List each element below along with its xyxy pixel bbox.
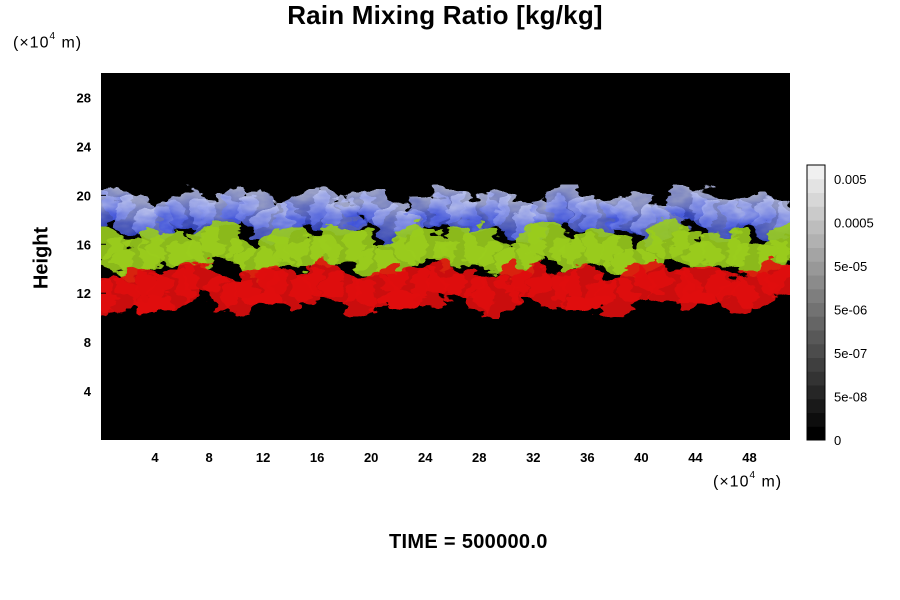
x-tick-label: 36: [580, 450, 594, 465]
colorbar-step: [807, 357, 825, 372]
x-tick-label: 24: [418, 450, 433, 465]
y-tick-label: 16: [77, 237, 91, 252]
y-tick-label: 20: [77, 188, 91, 203]
x-tick-label: 12: [256, 450, 270, 465]
x-tick-label: 48: [742, 450, 756, 465]
colorbar-label: 0.005: [834, 172, 867, 187]
colorbar-step: [807, 330, 825, 345]
colorbar-label: 5e-05: [834, 259, 867, 274]
colorbar-step: [807, 385, 825, 400]
x-tick-label: 16: [310, 450, 324, 465]
time-value: 500000.0: [461, 531, 548, 553]
x-tick-label: 40: [634, 450, 648, 465]
y-tick-label: 24: [77, 139, 92, 154]
rain-field-turbulence: [101, 184, 790, 319]
colorbar-label: 5e-08: [834, 390, 867, 405]
colorbar-label: 5e-07: [834, 346, 867, 361]
time-label: TIME =: [389, 531, 456, 553]
colorbar-step: [807, 261, 825, 276]
colorbar-label: 5e-06: [834, 303, 867, 318]
time-readout: TIME = 500000.0: [389, 531, 548, 554]
x-tick-label: 32: [526, 450, 540, 465]
x-tick-label: 20: [364, 450, 378, 465]
y-tick-label: 8: [84, 335, 91, 350]
y-tick-label: 12: [77, 286, 91, 301]
rain-field: [101, 184, 790, 319]
x-tick-label: 8: [205, 450, 212, 465]
rain-cell: [133, 294, 178, 311]
x-axis-ticks: 4 8 12 16 20 24 28 32 36 40 44 48: [151, 435, 757, 465]
colorbar-step: [807, 233, 825, 248]
colorbar-step: [807, 343, 825, 358]
rain-blob: [770, 220, 790, 261]
rain-cells-lower: [133, 290, 718, 311]
colorbar-step: [807, 220, 825, 235]
colorbar-step: [807, 288, 825, 303]
colorbar-step: [807, 275, 825, 290]
rain-cell: [241, 291, 286, 308]
chart-title: Rain Mixing Ratio [kg/kg]: [287, 0, 603, 30]
x-tick-label: 28: [472, 450, 486, 465]
rain-blob: [768, 266, 790, 298]
colorbar-step: [807, 247, 825, 262]
colorbar-step: [807, 192, 825, 207]
colorbar-step: [807, 302, 825, 317]
rain-cell: [673, 290, 718, 307]
colorbar-step: [807, 316, 825, 331]
y-tick-label: 4: [84, 384, 92, 399]
colorbar-step: [807, 371, 825, 386]
colorbar-step: [807, 206, 825, 221]
colorbar-step: [807, 165, 825, 180]
rain-cell: [376, 292, 421, 309]
colorbar-step: [807, 398, 825, 413]
x-tick-label: 44: [688, 450, 703, 465]
colorbar-step: [807, 412, 825, 427]
rain-cell: [565, 293, 610, 310]
rain-band-upper: [101, 184, 790, 245]
colorbar-step: [807, 426, 825, 441]
x-tick-label: 4: [151, 450, 159, 465]
y-tick-label: 28: [77, 90, 91, 105]
y-axis-ticks: 4 8 12 16 20 24 28: [77, 90, 106, 399]
colorbar-label: 0: [834, 433, 841, 448]
colorbar-step: [807, 178, 825, 193]
x-axis-unit: (×104 m): [713, 470, 783, 491]
colorbar-label: 0.0005: [834, 216, 874, 231]
y-axis-unit: (×104 m): [13, 31, 83, 52]
colorbar-frame: [806, 164, 826, 441]
colorbar: 0.005 0.0005 5e-05 5e-06 5e-07 5e-08 0: [806, 164, 874, 448]
